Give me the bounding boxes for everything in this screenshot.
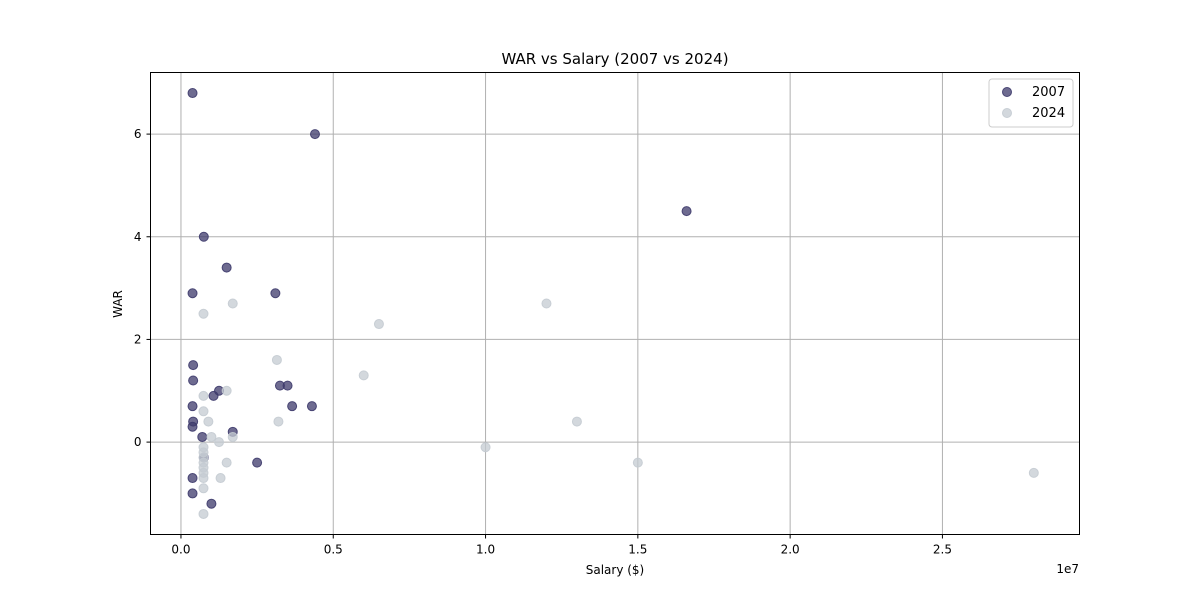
point-2024	[198, 308, 209, 319]
x-tick-label: 1.0	[476, 543, 495, 557]
data-points	[187, 88, 1039, 519]
point-2007	[270, 288, 281, 299]
point-2024	[203, 416, 214, 427]
legend: 2007 2024	[988, 78, 1074, 128]
point-2007	[187, 488, 198, 499]
y-tick-label: 0	[134, 435, 142, 449]
point-2024	[632, 457, 643, 468]
point-2024	[198, 390, 209, 401]
point-2024	[571, 416, 582, 427]
x-tick-label: 2.5	[933, 543, 952, 557]
point-2007	[198, 231, 209, 242]
point-2007	[309, 129, 320, 140]
point-2024	[541, 298, 552, 309]
point-2007	[187, 421, 198, 432]
point-2024	[198, 483, 209, 494]
point-2007	[187, 288, 198, 299]
point-2007	[187, 473, 198, 484]
x-tick-label: 2.0	[781, 543, 800, 557]
point-2024	[198, 406, 209, 417]
point-2024	[358, 370, 369, 381]
point-2024	[1028, 467, 1039, 478]
y-tick-label: 4	[134, 230, 142, 244]
point-2007	[208, 390, 219, 401]
point-2007	[187, 88, 198, 99]
x-axis-offset-label: 1e7	[1056, 562, 1079, 576]
point-2007	[221, 262, 232, 273]
x-axis-label: Salary ($)	[586, 563, 645, 577]
point-2007	[287, 401, 298, 412]
plot-frame	[150, 72, 1080, 535]
legend-label-2024: 2024	[1032, 106, 1065, 121]
x-tick-label: 0.5	[324, 543, 343, 557]
legend-marker-2024	[1002, 108, 1012, 118]
point-2007	[681, 206, 692, 217]
point-2007	[197, 431, 208, 442]
legend-label-2007: 2007	[1032, 85, 1065, 100]
point-2007	[206, 498, 217, 509]
y-tick-label: 6	[134, 127, 142, 141]
point-2024	[214, 437, 225, 448]
point-2024	[227, 431, 238, 442]
point-2024	[373, 319, 384, 330]
point-2007	[187, 401, 198, 412]
y-axis-ticks: 0 2 4 6	[134, 127, 151, 449]
point-2007	[188, 375, 199, 386]
x-axis-ticks: 0.0 0.5 1.0 1.5 2.0 2.5	[171, 534, 952, 557]
point-2024	[273, 416, 284, 427]
point-2024	[206, 431, 217, 442]
y-axis-label: WAR	[111, 290, 125, 318]
legend-marker-2007	[1002, 87, 1012, 97]
point-2024	[227, 298, 238, 309]
point-2007	[188, 360, 199, 371]
x-tick-label: 0.0	[171, 543, 190, 557]
point-2024	[198, 473, 209, 484]
x-tick-label: 1.5	[628, 543, 647, 557]
y-tick-label: 2	[134, 332, 142, 346]
point-2024	[480, 442, 491, 453]
point-2024	[271, 354, 282, 365]
point-2024	[221, 385, 232, 396]
point-2007	[282, 380, 293, 391]
point-2024	[198, 508, 209, 519]
point-2024	[221, 457, 232, 468]
point-2007	[252, 457, 263, 468]
point-2024	[215, 473, 226, 484]
grid	[150, 72, 1080, 535]
chart-title: WAR vs Salary (2007 vs 2024)	[501, 50, 728, 68]
point-2007	[306, 401, 317, 412]
